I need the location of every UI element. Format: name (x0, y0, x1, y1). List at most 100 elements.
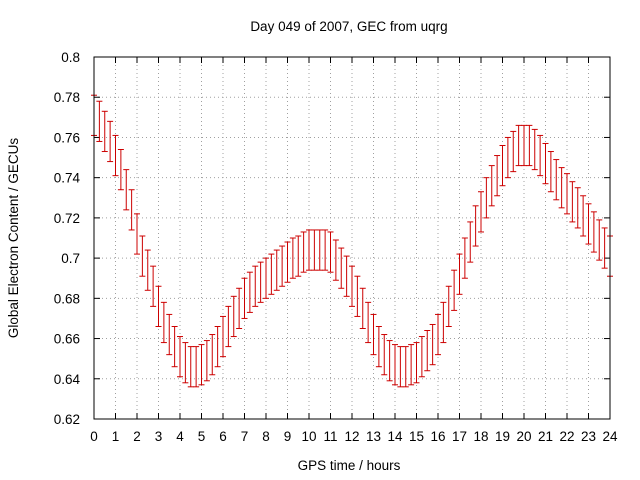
chart-title: Day 049 of 2007, GEC from uqrg (250, 19, 447, 34)
x-axis-label: GPS time / hours (298, 458, 401, 473)
error-bar-point (413, 342, 420, 384)
error-bar-point (273, 249, 280, 291)
y-tick-label: 0.7 (61, 251, 80, 266)
error-bar-point (354, 275, 361, 317)
error-bar-point (429, 323, 436, 366)
error-bar-point (456, 253, 463, 295)
error-bar-point (445, 285, 452, 327)
error-bar-point (365, 301, 372, 344)
x-tick-label: 21 (538, 429, 553, 444)
error-bar-point (246, 271, 253, 313)
error-bar-point (220, 315, 226, 358)
error-bar-point (279, 245, 286, 287)
x-tick-label: 0 (90, 429, 98, 444)
error-bar-point (101, 110, 108, 153)
y-tick-label: 0.74 (54, 171, 81, 186)
x-tick-label: 1 (112, 429, 120, 444)
error-bar-point (392, 344, 398, 386)
error-bar-point (585, 203, 592, 245)
error-bar-point (252, 265, 259, 307)
error-bar-point (558, 167, 565, 209)
error-bar-point (230, 295, 237, 338)
x-tick-label: 14 (387, 429, 403, 444)
error-bar-point (160, 301, 167, 344)
error-bar-point (289, 237, 296, 279)
x-tick-label: 22 (559, 429, 574, 444)
error-bar-point (306, 229, 312, 271)
x-tick-label: 8 (262, 429, 270, 444)
error-bar-point (241, 277, 248, 319)
error-bar-point (134, 213, 140, 255)
x-tick-labels: 0 1 2 3 4 5 6 7 8 9 10 11 12 13 14 15 16 17 18 19 20 21 22 23 24 (90, 429, 618, 444)
error-bar-point (117, 149, 124, 191)
error-bar-point (402, 346, 409, 388)
error-bar-point (295, 235, 302, 277)
error-bar-point (338, 247, 345, 289)
error-bar-point (510, 130, 517, 173)
x-tick-label: 5 (198, 429, 206, 444)
error-bar-point (209, 334, 216, 376)
error-bar-point (284, 241, 291, 283)
error-bar-point (531, 128, 538, 171)
error-bar-point (349, 265, 355, 307)
error-bar-point (515, 124, 522, 167)
error-bar-point (386, 340, 393, 382)
error-bar-point (504, 136, 511, 179)
error-bar-point (139, 235, 146, 277)
x-tick-label: 15 (409, 429, 424, 444)
error-bar-point (435, 313, 441, 356)
x-tick-label: 11 (323, 429, 337, 444)
error-bar-point (472, 205, 479, 247)
error-bar-point (494, 155, 501, 197)
error-bar-point (96, 100, 103, 142)
error-bar-point (123, 169, 130, 211)
error-bar-point (322, 229, 329, 271)
x-tick-label: 6 (219, 429, 227, 444)
error-bar-point (537, 134, 544, 177)
x-tick-label: 13 (366, 429, 381, 444)
error-bar-point (408, 344, 415, 386)
x-tick-label: 4 (176, 429, 184, 444)
gec-series (91, 94, 613, 388)
error-bar-point (263, 257, 269, 299)
x-tick-label: 20 (516, 429, 531, 444)
error-bar-point (596, 219, 603, 261)
error-bar-point (112, 134, 119, 177)
error-bar-point (316, 229, 323, 271)
error-bar-point (332, 239, 339, 281)
error-bar-point (214, 325, 221, 368)
error-bar-point (107, 120, 114, 163)
y-tick-label: 0.78 (54, 90, 80, 105)
error-bar-point (542, 142, 549, 185)
y-tick-label: 0.8 (61, 50, 80, 65)
y-tick-labels: 0.62 0.64 0.66 0.68 0.7 0.72 0.74 0.76 0.78 0.8 (54, 50, 81, 427)
error-bar-point (521, 124, 527, 167)
error-bar-point (187, 346, 194, 388)
x-tick-label: 12 (344, 429, 359, 444)
y-tick-label: 0.64 (54, 372, 81, 387)
error-bar-point (150, 265, 157, 307)
error-bar-point (182, 342, 189, 384)
y-tick-label: 0.76 (54, 130, 80, 145)
error-bar-point (359, 287, 366, 329)
error-bar-point (311, 229, 318, 271)
error-bar-point (467, 221, 474, 263)
y-tick-label: 0.62 (54, 412, 80, 427)
error-bar-point (327, 231, 334, 273)
x-tick-label: 3 (155, 429, 163, 444)
x-tick-label: 7 (241, 429, 249, 444)
error-bar-point (203, 340, 210, 382)
error-bar-point (547, 151, 554, 193)
error-bar-point (177, 336, 183, 378)
error-bar-point (225, 305, 232, 348)
error-bar-point (488, 165, 495, 207)
error-bar-point (381, 334, 388, 376)
x-tick-label: 23 (581, 429, 596, 444)
error-bar-point (526, 124, 533, 167)
error-bar-point (397, 346, 404, 388)
error-bar-point (128, 189, 135, 231)
error-bar-point (499, 144, 506, 187)
error-bar-point (166, 313, 173, 356)
x-tick-label: 19 (495, 429, 510, 444)
